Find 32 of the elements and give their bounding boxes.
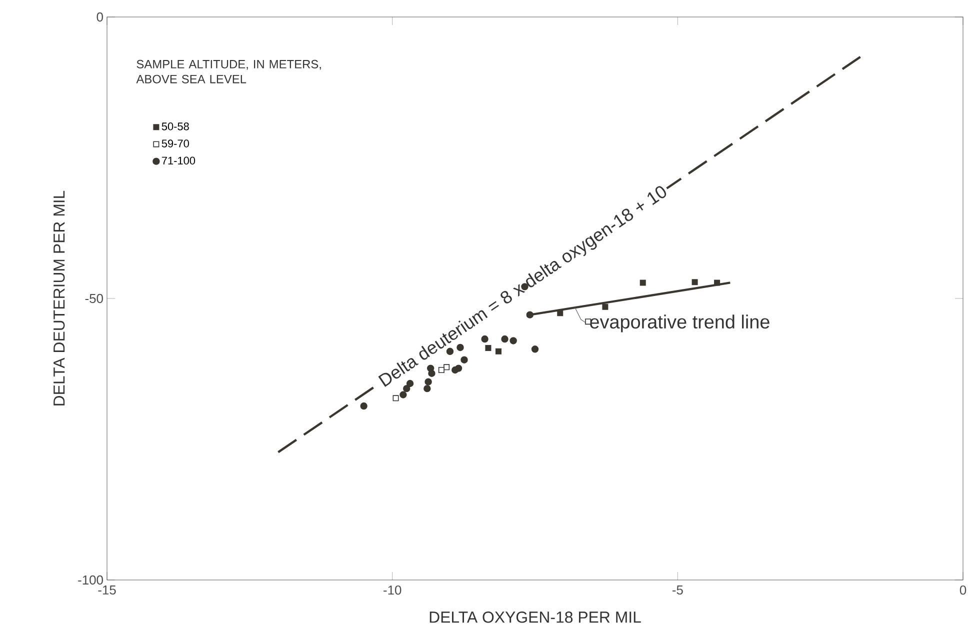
point [438,366,444,373]
x-tick-label: -10 [384,585,402,595]
x-tick-label: -15 [98,585,116,594]
point [452,366,459,374]
y-tick-label: -50 [85,294,103,304]
point [444,364,450,370]
y-tick-label: 0 [96,12,103,22]
y-tick-label: -100 [78,575,103,585]
legend-label: 71-100 [162,156,196,164]
point [424,384,431,392]
legend-label: 59-70 [162,140,189,148]
point [640,280,646,286]
legend-title: SAMPLE ALTITUDE, IN METERS, ABOVE SEA LEVEL [136,60,321,84]
point [557,310,564,316]
point [510,337,517,344]
point [400,391,407,398]
x-tick-label: 0 [960,585,966,595]
point [526,311,534,318]
x-axis-title: DELTA OXYGEN-18 PER MIL [430,611,641,623]
point [424,378,432,386]
point [495,348,502,354]
point [360,402,368,410]
point [531,345,539,353]
x-tick-label: -5 [672,585,683,594]
point [602,304,608,310]
point [714,280,720,286]
point [501,335,508,343]
y-axis-title: DELTA DEUTERIUM PER MIL [54,190,65,406]
point [428,370,436,377]
legend-label: 50-58 [162,122,189,130]
point [392,395,399,402]
point [692,279,698,286]
